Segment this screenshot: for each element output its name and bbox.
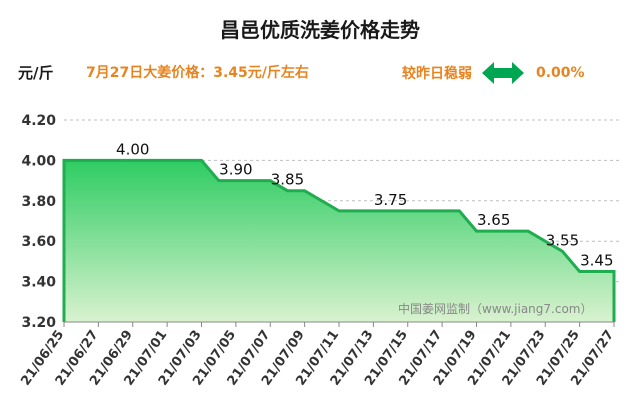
data-label: 3.90 [219,161,252,179]
change-indicator: 较昨日稳弱 0.00% [402,60,585,86]
y-tick-label: 4.00 [21,153,56,169]
unit-label: 元/斤 [18,64,54,82]
y-tick-label: 3.40 [21,275,56,291]
data-label: 3.65 [477,211,510,229]
y-tick-label: 3.80 [21,194,56,210]
data-label: 4.00 [116,140,149,158]
change-label: 较昨日稳弱 [402,66,472,82]
change-value: 0.00% [536,65,585,81]
price-text: 7月27日大姜价格：3.45元/斤左右 [86,65,309,81]
chart-title: 昌邑优质洗姜价格走势 [220,18,420,42]
area-fill [64,160,614,322]
series-line [62,158,616,322]
watermark: 中国姜网监制（www.jiang7.com） [398,301,592,316]
y-tick-label: 3.60 [21,234,56,250]
data-label: 3.85 [271,171,304,189]
double-arrow-icon [482,62,524,84]
data-label: 3.75 [374,191,407,209]
y-tick-label: 3.20 [21,315,56,331]
data-label: 3.55 [546,231,579,249]
y-tick-label: 4.20 [21,113,56,129]
data-label: 3.45 [580,252,613,270]
